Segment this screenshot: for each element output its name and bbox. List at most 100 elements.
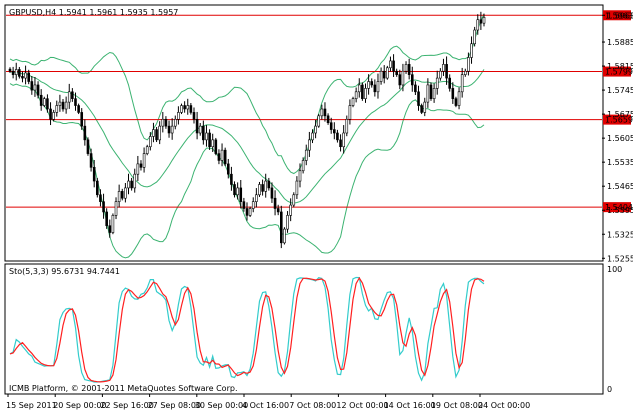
candle-body <box>67 91 71 103</box>
price-panel[interactable] <box>4 4 604 262</box>
price-tick-label: 1.5395 <box>607 206 633 215</box>
candle-body <box>133 173 137 189</box>
candle-body <box>55 105 59 113</box>
candle-body <box>111 215 115 233</box>
candle-body <box>351 98 355 106</box>
candle-body <box>46 98 49 110</box>
candle-body <box>233 184 236 196</box>
candle-body <box>105 211 108 226</box>
symbol-title: GBPUSD,H4 1.5941 1.5961 1.5935 1.5957 <box>9 8 178 17</box>
candle-body <box>476 19 480 31</box>
footer-copyright: ICMB Platform, © 2001-2011 MetaQuotes So… <box>9 384 238 393</box>
candle-body <box>326 115 330 124</box>
candle-body <box>348 105 352 120</box>
candle-body <box>18 69 21 77</box>
candle-body <box>8 68 12 72</box>
candle-body <box>136 163 140 175</box>
candle-body <box>139 163 143 168</box>
candle-body <box>192 112 196 120</box>
candle-body <box>283 228 286 244</box>
candle-body <box>248 208 252 216</box>
candle-body <box>398 74 402 86</box>
candle-body <box>401 70 405 86</box>
candle-body <box>77 105 80 113</box>
candle-body <box>49 108 52 120</box>
candle-body <box>189 105 193 113</box>
time-tick-label: 7 Oct 08:00 <box>289 401 336 410</box>
candle-body <box>127 180 130 189</box>
candle-body <box>108 225 112 233</box>
time-tick-label: 20 Sep 00:00 <box>53 401 106 410</box>
stochastic-lines <box>9 276 485 383</box>
candle-body <box>158 125 161 141</box>
price-tick-label: 1.5815 <box>607 62 633 71</box>
candle-body <box>432 88 436 99</box>
stochastic-panel[interactable] <box>4 263 604 395</box>
candle-body <box>258 184 261 196</box>
candle-body <box>417 91 420 106</box>
candle-body <box>445 64 448 79</box>
candle-body <box>264 180 268 192</box>
candle-body <box>382 70 386 79</box>
stochastic-tick-label: 0 <box>607 385 612 394</box>
candle-body <box>323 108 327 117</box>
candle-body <box>80 112 84 127</box>
candles <box>8 11 486 249</box>
band-middle <box>9 69 485 204</box>
candle-body <box>342 132 345 148</box>
candle-body <box>30 81 34 91</box>
candle-body <box>245 208 249 216</box>
candle-body <box>329 122 333 130</box>
candle-body <box>429 84 433 99</box>
candle-body <box>292 194 296 206</box>
candle-body <box>423 101 427 113</box>
candle-body <box>389 60 392 69</box>
candle-body <box>367 81 370 89</box>
time-tick-label: 19 Oct 08:00 <box>431 401 483 410</box>
stochastic-axis: 100 0 <box>607 265 622 394</box>
level-price-tag <box>603 202 631 213</box>
candle-body <box>361 84 364 99</box>
price-tick-label: 1.5535 <box>607 158 633 167</box>
candle-body <box>357 84 361 93</box>
candle-body <box>261 184 264 192</box>
candle-body <box>308 139 311 151</box>
candle-body <box>333 129 336 134</box>
price-tick-label: 1.5465 <box>607 182 633 191</box>
candle-body <box>152 129 155 137</box>
candle-body <box>280 211 283 244</box>
candle-body <box>183 105 186 110</box>
candle-body <box>89 153 93 168</box>
candle-body <box>255 194 258 202</box>
candle-body <box>379 70 383 82</box>
candle-body <box>311 132 314 141</box>
candle-body <box>211 139 214 148</box>
candle-body <box>467 57 470 72</box>
candle-body <box>208 132 211 148</box>
candle-body <box>117 191 121 202</box>
candle-body <box>155 129 158 141</box>
candle-body <box>92 167 96 182</box>
stochastic-main-line <box>9 276 485 383</box>
level-price-label: 1.5799 <box>605 68 633 77</box>
candle-body <box>61 101 65 110</box>
candle-body <box>314 125 317 134</box>
time-tick-label: 12 Oct 00:00 <box>336 401 388 410</box>
level-price-label: 1.5963 <box>605 11 633 20</box>
candle-body <box>74 98 77 106</box>
candle-body <box>414 84 417 93</box>
time-tick-label: 30 Sep 00:00 <box>195 401 248 410</box>
candle-body <box>345 118 349 134</box>
price-tick-label: 1.5255 <box>607 254 633 263</box>
candle-body <box>96 180 99 196</box>
candle-body <box>404 64 408 72</box>
candle-body <box>186 105 190 110</box>
candle-body <box>43 98 46 106</box>
candle-body <box>242 201 246 209</box>
candle-body <box>317 115 321 127</box>
candle-body <box>124 187 127 199</box>
candle-body <box>170 125 174 134</box>
candle-body <box>407 64 411 75</box>
level-price-tag <box>603 66 631 77</box>
